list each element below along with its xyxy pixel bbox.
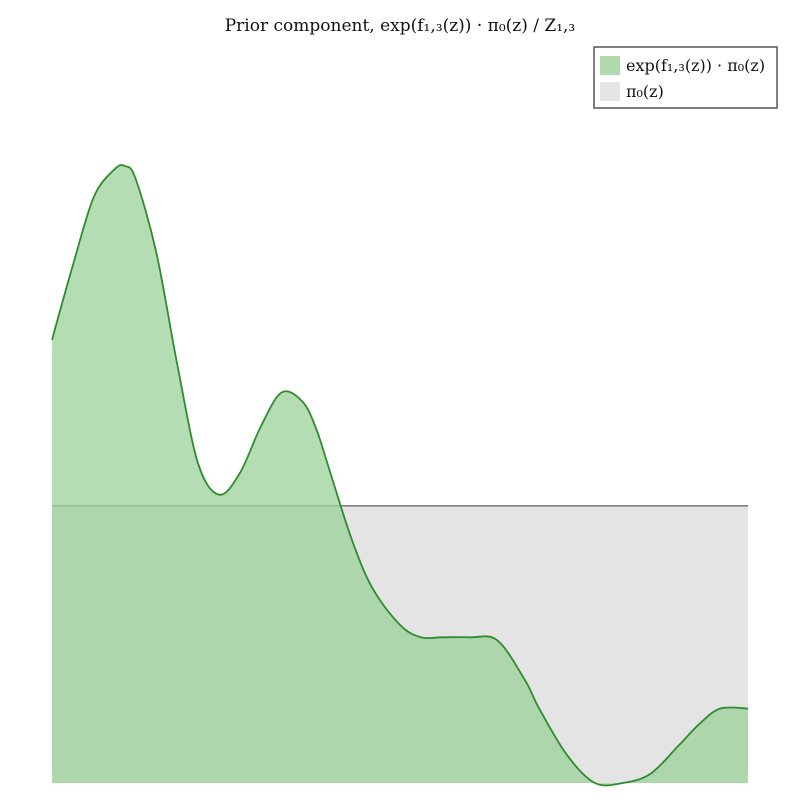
plot-area xyxy=(51,164,749,787)
legend: exp(f₁,₃(z)) · π₀(z) π₀(z) xyxy=(593,46,778,109)
legend-swatch-prior-component xyxy=(600,56,620,75)
legend-swatch-base-prior xyxy=(600,82,620,101)
area-prior-component xyxy=(52,165,748,786)
chart-title: Prior component, exp(f₁,₃(z)) · π₀(z) / … xyxy=(225,16,576,36)
line-prior-component xyxy=(51,164,749,787)
legend-box xyxy=(593,46,778,109)
legend-label-base-prior: π₀(z) xyxy=(626,82,664,101)
legend-label-prior-component: exp(f₁,₃(z)) · π₀(z) xyxy=(626,56,765,75)
